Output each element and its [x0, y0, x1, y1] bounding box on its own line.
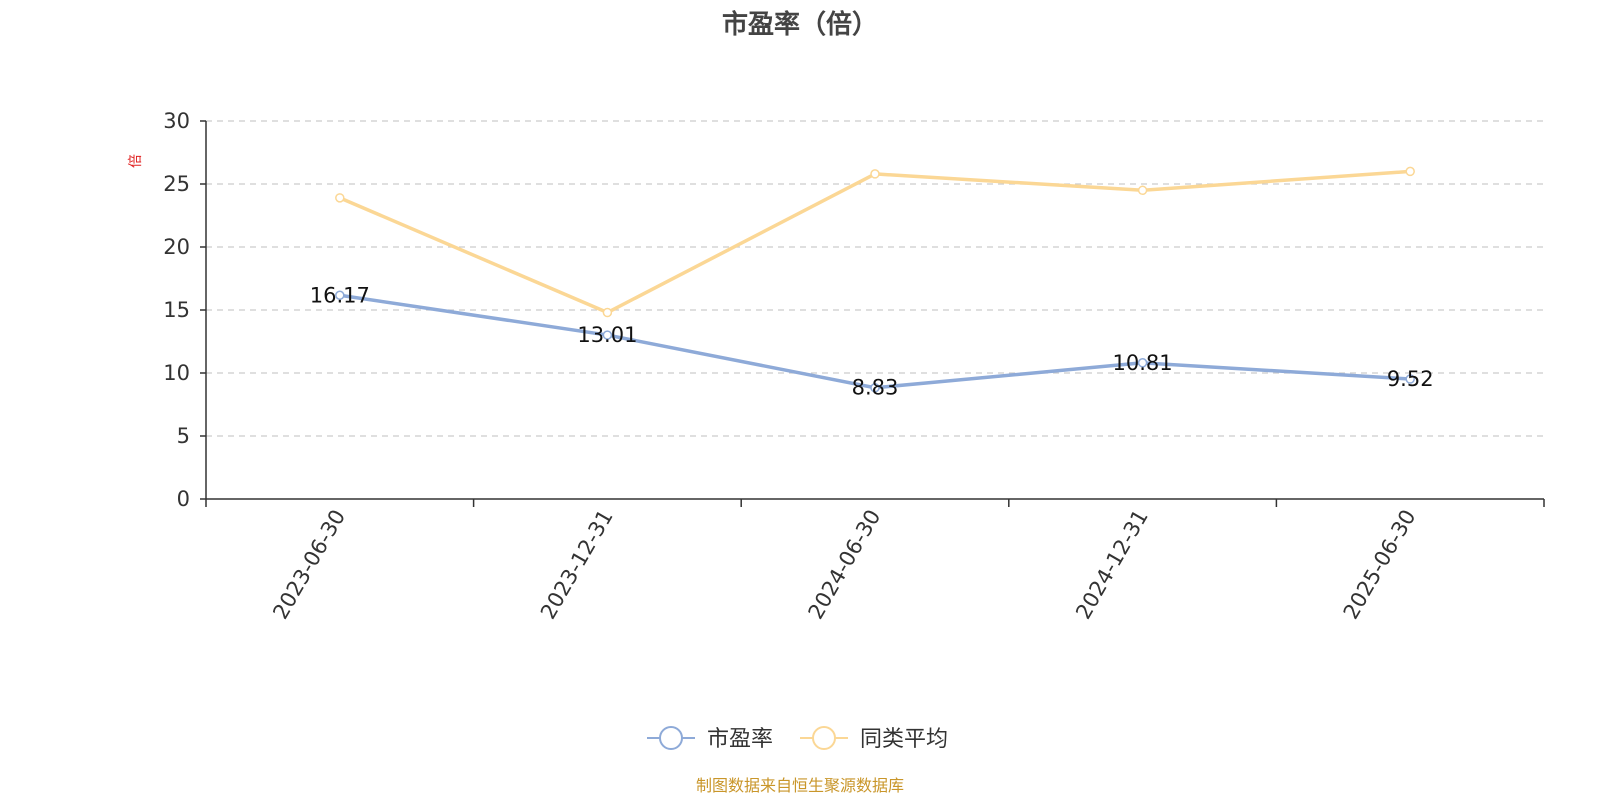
y-tick-label: 10 — [163, 361, 190, 385]
data-point-peer-average — [602, 307, 613, 318]
data-point-pe — [1137, 358, 1148, 368]
y-tick-label: 15 — [163, 298, 190, 322]
data-point-peer-average — [1405, 166, 1415, 177]
series-line-pe — [338, 293, 1412, 390]
y-tick-label: 30 — [163, 109, 190, 133]
y-axis-unit-label: 倍 — [128, 154, 144, 168]
data-labels: 16.17 13.01 8.83 10.81 9.52 — [310, 283, 1434, 399]
legend-peer-label: 同类平均 — [860, 727, 948, 752]
legend-peer-marker — [812, 726, 836, 750]
data-label: 16.17 — [310, 283, 370, 307]
x-tick-label: 2023-12-31 — [536, 506, 618, 624]
x-tick-label: 2024-12-31 — [1071, 506, 1153, 624]
data-source-note: 制图数据来自恒生聚源数据库 — [696, 776, 904, 795]
x-tick-label: 2024-06-30 — [804, 506, 886, 624]
data-point-pe — [870, 382, 880, 393]
data-point-peer-average — [870, 169, 880, 179]
data-point-pe — [602, 330, 613, 340]
data-point-peer-average — [335, 193, 345, 203]
x-tick-label: 2023-06-30 — [268, 506, 350, 624]
legend-pe-label: 市盈率 — [707, 727, 773, 752]
series-lines — [335, 166, 1415, 393]
legend-item-pe[interactable]: 市盈率 — [647, 726, 773, 752]
legend-item-peer-average[interactable]: 同类平均 — [800, 726, 948, 752]
data-point-peer-average — [1137, 185, 1148, 196]
y-tick-label: 0 — [177, 487, 190, 511]
data-label: 10.81 — [1113, 351, 1173, 375]
data-point-pe — [335, 290, 345, 301]
chart-title: 市盈率（倍） — [722, 9, 878, 40]
legend: 市盈率 同类平均 — [647, 726, 948, 752]
data-label: 13.01 — [577, 323, 637, 347]
data-label: 8.83 — [852, 376, 899, 400]
y-tick-label: 25 — [163, 172, 190, 196]
series-line-peer-average — [338, 169, 1412, 315]
data-label: 9.52 — [1387, 367, 1434, 391]
data-point-pe — [1405, 374, 1415, 384]
x-tick-label: 2025-06-30 — [1339, 506, 1421, 624]
legend-pe-marker — [659, 726, 683, 750]
y-tick-label: 20 — [163, 235, 190, 259]
y-tick-label: 5 — [177, 424, 190, 448]
